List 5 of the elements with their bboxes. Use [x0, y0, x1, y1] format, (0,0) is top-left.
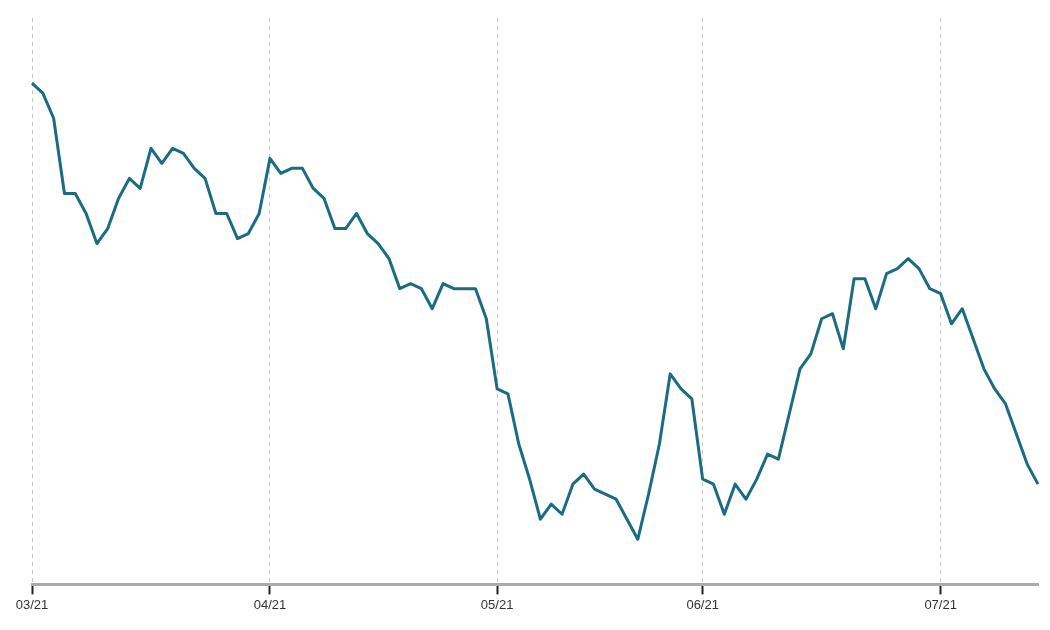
x-tick-label: 07/21 — [924, 596, 957, 612]
x-tick-label: 04/21 — [253, 596, 287, 612]
x-tick-label: 06/21 — [686, 596, 719, 612]
x-tick-label: 03/21 — [15, 596, 49, 612]
x-tick-label: 05/21 — [480, 596, 514, 612]
